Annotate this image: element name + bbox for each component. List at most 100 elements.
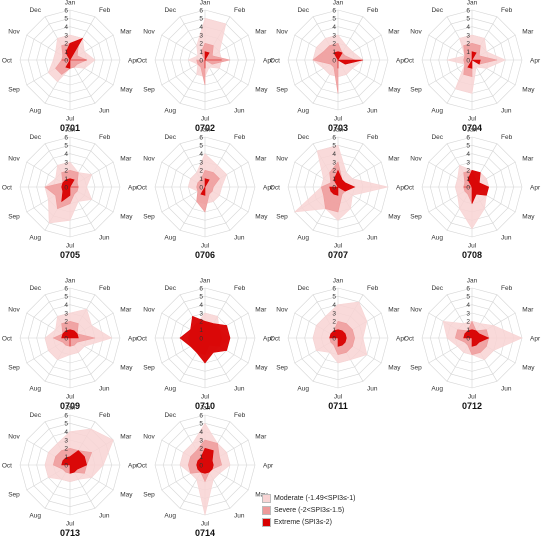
chart-id-label: 0702 xyxy=(195,123,215,133)
radial-tick-label: 3 xyxy=(466,159,470,166)
radial-tick-label: 4 xyxy=(64,429,68,436)
series-extreme-0712 xyxy=(463,329,490,347)
series-extreme-0709 xyxy=(61,329,79,347)
radial-tick-label: 0 xyxy=(199,335,203,342)
radial-tick-label: 0 xyxy=(466,184,470,191)
month-axis-label: Mar xyxy=(522,28,534,35)
month-axis-label: Mar xyxy=(120,155,132,162)
radial-tick-label: 2 xyxy=(332,168,336,175)
month-axis-label: Sep xyxy=(410,213,422,220)
radial-tick-label: 3 xyxy=(199,437,203,444)
month-axis-label: Nov xyxy=(8,433,20,440)
month-axis-label: Jun xyxy=(99,235,110,242)
month-axis-label: Aug xyxy=(431,235,443,242)
month-axis-label: Sep xyxy=(410,364,422,371)
month-axis-label: May xyxy=(255,213,268,220)
radial-tick-label: 5 xyxy=(199,143,203,150)
radial-tick-label: 6 xyxy=(466,7,470,14)
month-axis-label: Jul xyxy=(66,115,75,122)
month-axis-label: Nov xyxy=(8,155,20,162)
month-axis-label: Oct xyxy=(404,335,414,342)
month-axis-label: Aug xyxy=(164,513,176,520)
radial-tick-label: 6 xyxy=(332,285,336,292)
month-axis-label: Sep xyxy=(8,86,20,93)
month-axis-label: Nov xyxy=(276,306,288,313)
radial-tick-label: 0 xyxy=(332,57,336,64)
month-axis-label: Dec xyxy=(29,412,41,419)
month-axis-label: Sep xyxy=(143,491,155,498)
chart-id-label: 0710 xyxy=(195,401,215,411)
legend-label-extreme: Extreme (SPI3≤-2) xyxy=(274,518,332,526)
legend-label-moderate: Moderate (-1.49<SPI3≤-1) xyxy=(274,494,356,502)
month-axis-label: Jan xyxy=(200,277,211,284)
radial-tick-label: 6 xyxy=(64,412,68,419)
radial-tick-label: 2 xyxy=(64,168,68,175)
radial-tick-label: 3 xyxy=(64,310,68,317)
month-axis-label: Dec xyxy=(29,7,41,14)
radial-tick-label: 1 xyxy=(466,176,470,183)
radial-tick-label: 2 xyxy=(466,168,470,175)
month-axis-label: Apr xyxy=(396,184,407,191)
month-axis-label: Dec xyxy=(297,285,309,292)
month-axis-label: Jan xyxy=(65,277,76,284)
month-axis-label: Jan xyxy=(65,126,76,133)
month-axis-label: Jun xyxy=(501,108,512,115)
radial-tick-label: 6 xyxy=(64,7,68,14)
legend-item-severe: Severe (-2<SPI3≤-1.5) xyxy=(262,504,355,516)
radial-tick-label: 4 xyxy=(466,151,470,158)
month-axis-label: Jun xyxy=(501,386,512,393)
month-axis-label: Jan xyxy=(200,126,211,133)
radar-chart-0709: 0123456JanFebMarAprMayJunJulAugSepOctNov… xyxy=(2,277,139,411)
month-axis-label: Nov xyxy=(410,28,422,35)
month-axis-label: Jan xyxy=(467,126,478,133)
month-axis-label: May xyxy=(255,491,268,498)
chart-id-label: 0701 xyxy=(60,123,80,133)
month-axis-label: Mar xyxy=(120,306,132,313)
month-axis-label: Aug xyxy=(29,235,41,242)
radial-tick-label: 3 xyxy=(199,310,203,317)
month-axis-label: Jun xyxy=(99,386,110,393)
month-axis-label: Aug xyxy=(164,235,176,242)
radar-chart-0702: 0123456JanFebMarAprMayJunJulAugSepOctNov… xyxy=(137,0,274,133)
month-axis-label: Feb xyxy=(501,134,513,141)
radial-tick-label: 4 xyxy=(332,24,336,31)
radial-tick-label: 5 xyxy=(64,421,68,428)
radial-tick-label: 5 xyxy=(64,294,68,301)
radial-tick-label: 3 xyxy=(466,310,470,317)
month-axis-label: Dec xyxy=(29,134,41,141)
month-axis-label: Apr xyxy=(128,462,139,469)
month-axis-label: Nov xyxy=(8,306,20,313)
radial-tick-label: 4 xyxy=(64,24,68,31)
series-extreme-0707 xyxy=(329,169,356,196)
month-axis-label: Jan xyxy=(333,277,344,284)
month-axis-label: Aug xyxy=(297,108,309,115)
chart-id-label: 0711 xyxy=(328,401,348,411)
series-extreme-0703 xyxy=(333,51,364,69)
radial-tick-label: 6 xyxy=(466,285,470,292)
month-axis-label: Dec xyxy=(297,7,309,14)
month-axis-label: Mar xyxy=(522,155,534,162)
month-axis-label: Jan xyxy=(200,404,211,411)
chart-id-label: 0712 xyxy=(462,401,482,411)
radial-tick-label: 2 xyxy=(199,446,203,453)
radial-tick-label: 6 xyxy=(332,134,336,141)
radial-tick-label: 6 xyxy=(199,134,203,141)
month-axis-label: Mar xyxy=(255,306,267,313)
month-axis-label: Apr xyxy=(396,335,407,342)
radial-tick-label: 4 xyxy=(332,302,336,309)
month-axis-label: May xyxy=(388,213,401,220)
month-axis-label: Jun xyxy=(234,513,245,520)
radial-tick-label: 1 xyxy=(332,327,336,334)
radial-tick-label: 1 xyxy=(199,176,203,183)
month-axis-label: Apr xyxy=(263,462,274,469)
month-axis-label: Oct xyxy=(2,57,12,64)
month-axis-label: Nov xyxy=(8,28,20,35)
radial-tick-label: 4 xyxy=(199,24,203,31)
month-axis-label: Apr xyxy=(530,184,541,191)
month-axis-label: Aug xyxy=(431,108,443,115)
month-axis-label: Dec xyxy=(164,7,176,14)
